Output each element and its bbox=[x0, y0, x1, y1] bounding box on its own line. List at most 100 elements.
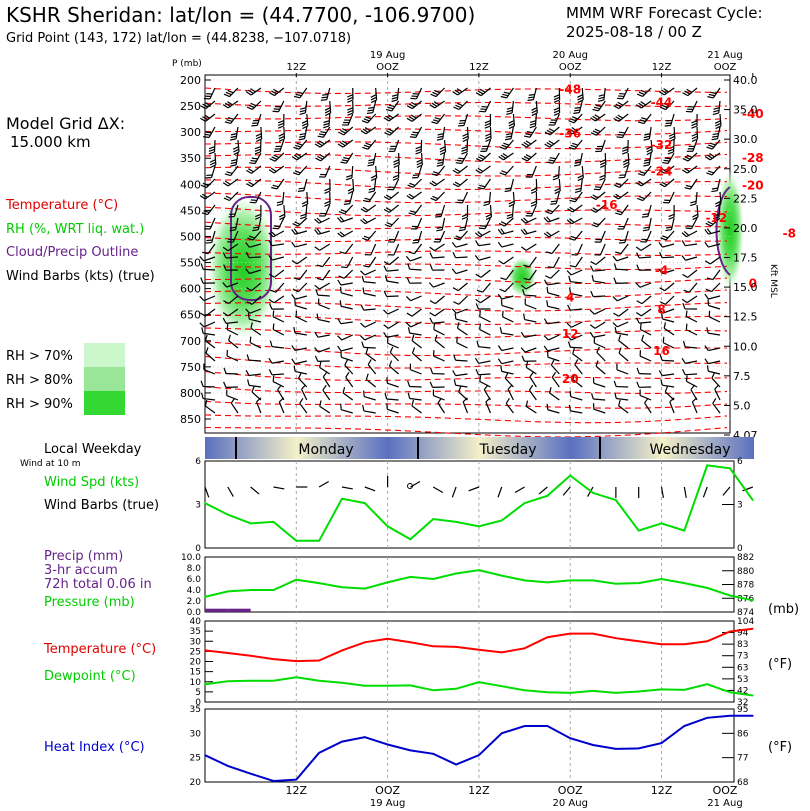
wind-barb bbox=[616, 87, 629, 100]
p-tick-label: 450 bbox=[180, 204, 201, 217]
wind-barb bbox=[505, 397, 514, 414]
bottom-tick-label: 12Z bbox=[468, 784, 490, 797]
wind-barb bbox=[546, 300, 560, 310]
wind-barb bbox=[685, 375, 698, 388]
wind-barb bbox=[530, 178, 538, 194]
wind-barb bbox=[272, 217, 285, 230]
pressure-line-point bbox=[660, 578, 663, 580]
wind-barb bbox=[365, 373, 377, 388]
wind-barb bbox=[411, 399, 422, 414]
wind-barb bbox=[548, 113, 560, 126]
dewpoint-line-point bbox=[523, 689, 526, 692]
kft-tick-label: 35.0 bbox=[733, 104, 758, 117]
pressure-line-point bbox=[409, 576, 412, 578]
wind-barb bbox=[270, 282, 285, 293]
wind-barb bbox=[454, 313, 468, 323]
wind-barb bbox=[462, 126, 469, 143]
wind-barb bbox=[433, 230, 446, 243]
wind-barb bbox=[222, 100, 239, 109]
isotherm bbox=[204, 341, 727, 357]
wind-barb bbox=[278, 397, 285, 414]
temperature-line-point bbox=[569, 632, 572, 635]
isotherm bbox=[205, 327, 728, 339]
wind-barb bbox=[479, 323, 491, 336]
wind-speed-line-point bbox=[706, 464, 708, 467]
wind-barb bbox=[362, 404, 376, 414]
wind-barb bbox=[451, 242, 468, 248]
wind-barb bbox=[387, 243, 400, 256]
wind-barb bbox=[224, 165, 239, 177]
wind-barb bbox=[599, 165, 606, 181]
legend-cloud: Cloud/Precip Outline bbox=[6, 245, 138, 260]
dewpoint-line-point bbox=[683, 689, 686, 691]
p-tick-label: 500 bbox=[180, 230, 201, 243]
wind-barb bbox=[500, 365, 514, 375]
wind-barb bbox=[452, 282, 468, 292]
wind-barb bbox=[319, 204, 331, 217]
wind-barb bbox=[507, 384, 514, 401]
heat-index-line-point bbox=[272, 780, 275, 782]
wind-barb bbox=[595, 360, 606, 375]
wind-barb bbox=[431, 165, 446, 177]
wind-barb bbox=[272, 323, 285, 336]
wind-barb bbox=[245, 251, 261, 259]
wind-barb bbox=[226, 323, 239, 336]
wind-barb bbox=[553, 100, 561, 116]
wind-barb bbox=[691, 113, 698, 129]
wind-barb bbox=[383, 256, 400, 266]
p-tick-label: 400 bbox=[180, 178, 201, 191]
wind-barb bbox=[347, 178, 355, 195]
wind-barb bbox=[485, 397, 492, 414]
wind-barb bbox=[268, 357, 284, 364]
wind-barb bbox=[574, 152, 583, 167]
wind-barb bbox=[451, 268, 468, 275]
wind-speed-line-point bbox=[409, 538, 412, 541]
isotherm bbox=[205, 179, 728, 190]
wind-barb bbox=[497, 345, 514, 352]
wind-barb bbox=[383, 308, 399, 315]
wind-barb bbox=[269, 340, 284, 349]
wind-barb bbox=[291, 358, 307, 365]
dewpoint-line-point bbox=[227, 680, 229, 683]
wind-barb bbox=[704, 241, 721, 248]
wind-barb bbox=[370, 87, 378, 104]
pressure-line-point bbox=[615, 583, 617, 585]
wind-barb bbox=[453, 230, 468, 241]
wind-barb bbox=[429, 100, 445, 109]
wind-barb bbox=[226, 349, 239, 362]
wind-barb bbox=[222, 317, 239, 324]
wind-barb bbox=[222, 282, 239, 288]
y-right-tick-label: 104 bbox=[737, 617, 754, 627]
wind-speed-line-point bbox=[295, 539, 298, 542]
wind-barb bbox=[568, 139, 583, 150]
wind-speed-line-point bbox=[432, 518, 435, 520]
wind-barb bbox=[523, 313, 537, 323]
wind-barb bbox=[205, 165, 216, 179]
wind-speed-panel: 6 3 0 6 3 0 bbox=[195, 457, 754, 554]
wind-barb bbox=[636, 100, 652, 109]
wind-barb bbox=[383, 331, 399, 338]
wind-barb bbox=[704, 293, 721, 300]
wind-barb bbox=[293, 139, 308, 150]
wind-barb bbox=[704, 358, 721, 365]
wind-barb bbox=[479, 100, 491, 113]
wind-barb bbox=[520, 217, 537, 224]
y-tick-label: 3 bbox=[195, 501, 201, 511]
isotherm bbox=[204, 414, 728, 424]
isotherm bbox=[204, 355, 727, 369]
wind-barb bbox=[407, 380, 422, 388]
isotherm bbox=[205, 314, 728, 326]
wind-barb bbox=[340, 152, 354, 164]
temperature-line-point bbox=[409, 641, 412, 644]
wind-barb bbox=[641, 204, 652, 218]
wind-barb bbox=[596, 346, 606, 362]
wind-barb bbox=[668, 204, 675, 220]
wind-barb bbox=[391, 87, 400, 103]
dewpoint-line-point bbox=[592, 690, 594, 692]
wind-speed-line-point bbox=[637, 529, 640, 532]
wind-barb bbox=[461, 204, 469, 220]
p-tick-label: 750 bbox=[180, 361, 201, 374]
wind-barb bbox=[245, 268, 262, 275]
temperature-line-point bbox=[637, 640, 640, 643]
wind-barb bbox=[363, 390, 376, 401]
